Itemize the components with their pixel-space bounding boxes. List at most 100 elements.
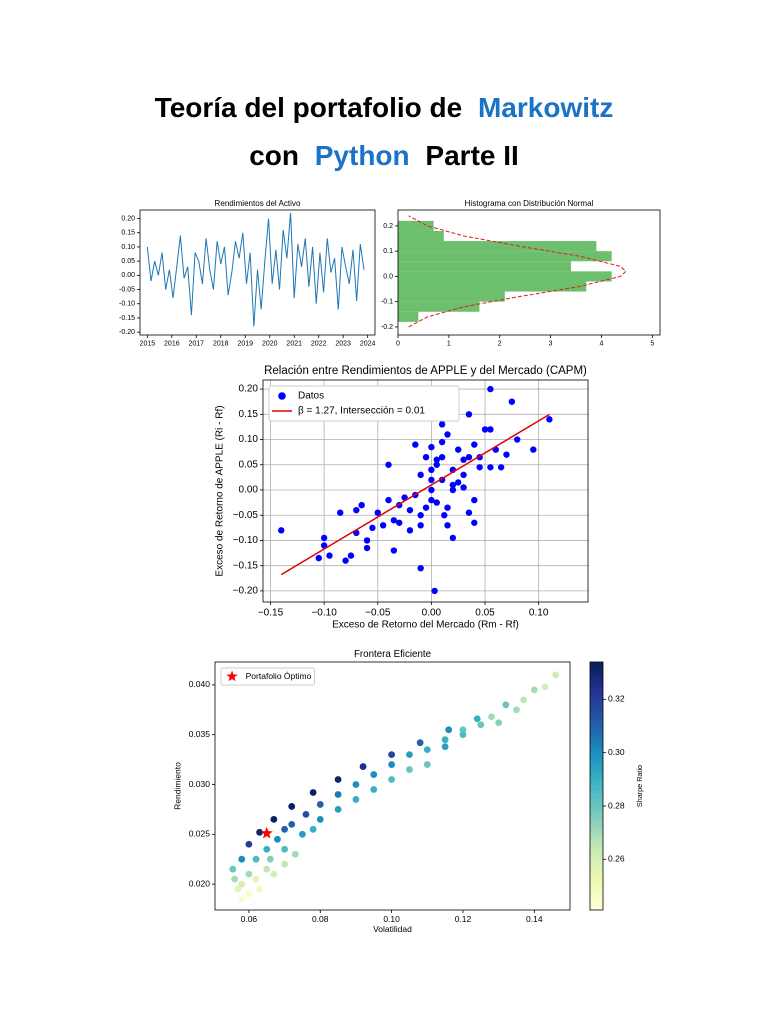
- y-tick-label: −0.05: [233, 510, 259, 521]
- point: [406, 527, 414, 534]
- point: [428, 486, 435, 494]
- point: [445, 726, 453, 734]
- colorbar-strip: [590, 724, 603, 729]
- colorbar-strip: [590, 848, 603, 853]
- point: [388, 751, 396, 759]
- point: [487, 385, 494, 393]
- plot-border: [214, 661, 571, 911]
- colorbar-strip: [590, 703, 603, 709]
- point: [299, 830, 306, 838]
- point: [428, 496, 435, 504]
- histogram-bar: [398, 230, 444, 242]
- point: [471, 441, 478, 448]
- point: [428, 443, 435, 451]
- point: [460, 456, 467, 463]
- point: [449, 481, 457, 489]
- colorbar-strip: [590, 781, 603, 787]
- point: [288, 820, 296, 828]
- point: [423, 761, 431, 768]
- point: [477, 721, 485, 729]
- x-tick-label: 0.14: [526, 914, 543, 924]
- colorbar-strip: [590, 889, 603, 895]
- colorbar-strip: [590, 839, 603, 845]
- point: [245, 840, 253, 848]
- point: [309, 825, 317, 833]
- point: [520, 696, 528, 704]
- colorbar-strip: [590, 901, 603, 907]
- point: [417, 471, 424, 479]
- chart-title: Rendimientos del Activo: [215, 199, 301, 208]
- chart-title: Relación entre Rendimientos de APPLE y d…: [264, 365, 587, 377]
- point: [229, 865, 237, 873]
- colorbar-strip: [590, 707, 603, 713]
- point: [541, 683, 549, 691]
- colorbar-strip: [590, 860, 603, 866]
- point: [234, 885, 242, 893]
- x-tick-label: 2015: [140, 341, 156, 348]
- x-tick-label: 5: [650, 341, 654, 348]
- legend-label: Portafolio Óptimo: [246, 671, 312, 681]
- colorbar-strip: [590, 666, 603, 671]
- plot-area: [215, 662, 570, 910]
- point: [514, 436, 521, 443]
- x-tick-label: 3: [549, 341, 553, 348]
- colorbar-tick-label: 0.32: [608, 694, 625, 704]
- histogram-bar: [398, 311, 419, 322]
- x-tick-label: 2020: [262, 341, 278, 348]
- point: [433, 456, 440, 463]
- point: [281, 860, 288, 868]
- colorbar-strip: [590, 761, 603, 766]
- y-tick-label: -0.05: [119, 286, 135, 293]
- point: [245, 890, 253, 898]
- colorbar-strip: [590, 757, 603, 762]
- y-tick-label: 0.020: [189, 878, 211, 888]
- point: [281, 845, 288, 853]
- y-tick-label: -0.2: [381, 324, 393, 331]
- colorbar-tick-label: 0.30: [608, 747, 625, 757]
- y-tick-label: −0.15: [233, 560, 259, 571]
- colorbar-strip: [590, 794, 603, 799]
- point: [256, 885, 263, 893]
- point: [417, 564, 424, 572]
- point: [465, 509, 473, 516]
- point: [502, 701, 510, 709]
- colorbar-strip: [590, 885, 603, 890]
- x-tick-label: 2018: [213, 341, 229, 348]
- point: [266, 855, 274, 863]
- line: [146, 212, 365, 327]
- point: [352, 781, 360, 788]
- point: [252, 855, 260, 863]
- colorbar-strip: [590, 670, 603, 675]
- point: [315, 554, 322, 562]
- point: [476, 464, 483, 471]
- point: [530, 446, 537, 453]
- point: [428, 476, 435, 484]
- point: [460, 471, 467, 479]
- point: [422, 453, 430, 461]
- colorbar-strip: [590, 802, 603, 808]
- point: [431, 587, 438, 595]
- chart-title: Histograma con Distribución Normal: [465, 199, 594, 208]
- x-axis-label: Volatilidad: [373, 924, 412, 934]
- point: [334, 806, 342, 813]
- colorbar-strip: [590, 827, 603, 833]
- colorbar-strip: [590, 872, 603, 878]
- colorbar-strip: [590, 831, 603, 837]
- point: [449, 534, 457, 542]
- point: [428, 466, 435, 474]
- colorbar-strip: [590, 868, 603, 874]
- point: [270, 815, 278, 823]
- colorbar-strip: [590, 905, 603, 911]
- point: [359, 763, 367, 770]
- y-tick-label: -0.1: [381, 299, 393, 306]
- histogram-bar: [398, 281, 587, 292]
- x-tick-label: 2021: [286, 341, 302, 348]
- colorbar-strip: [590, 835, 603, 841]
- colorbar-strip: [590, 823, 603, 828]
- point: [363, 537, 371, 544]
- legend-swatch: [278, 392, 286, 400]
- y-tick-label: 0.0: [383, 273, 393, 280]
- x-tick-label: 2: [498, 341, 502, 348]
- point: [406, 766, 413, 773]
- y-tick-label: 0.2: [383, 223, 393, 230]
